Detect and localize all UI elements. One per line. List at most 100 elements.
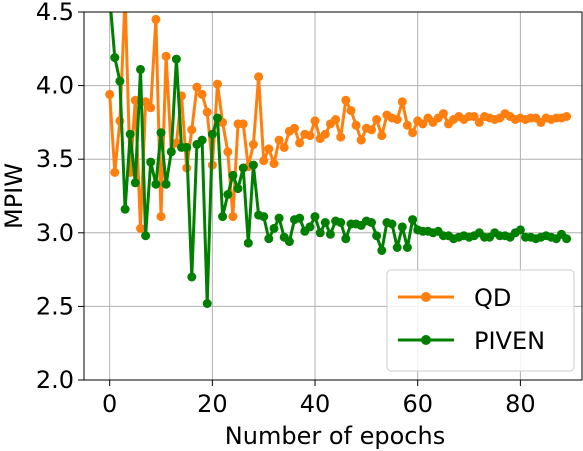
data-point-qd (418, 119, 428, 129)
data-point-qd (105, 89, 115, 99)
data-point-piven (182, 142, 192, 152)
data-point-piven (228, 170, 238, 180)
legend-box (386, 269, 575, 372)
data-point-piven (202, 299, 212, 308)
data-point-piven (156, 128, 166, 138)
data-point-piven (562, 234, 572, 244)
data-point-qd (377, 131, 387, 141)
data-point-piven (315, 228, 325, 238)
data-point-qd (372, 115, 382, 124)
data-point-piven (218, 212, 228, 222)
y-tick-label: 3.0 (36, 219, 74, 247)
plot-frame (83, 11, 583, 381)
data-point-qd (213, 79, 222, 89)
data-point-qd (238, 119, 248, 129)
legend-label-piven: PIVEN (474, 327, 545, 355)
data-point-qd (305, 131, 315, 141)
data-point-qd (402, 120, 412, 130)
data-point-qd (136, 223, 145, 233)
data-point-qd (264, 144, 274, 154)
series-qd (105, 0, 572, 233)
data-point-piven (387, 219, 397, 229)
data-point-qd (351, 120, 361, 130)
data-point-piven (408, 215, 418, 225)
data-point-piven (146, 157, 156, 167)
data-point-piven (197, 135, 207, 145)
data-point-piven (151, 179, 161, 189)
data-point-qd (346, 106, 356, 116)
data-point-piven (392, 243, 402, 252)
data-point-piven (213, 113, 222, 123)
data-point-piven (110, 53, 120, 63)
data-point-piven (115, 76, 125, 86)
data-point-piven (397, 222, 407, 232)
data-point-qd (187, 125, 197, 135)
x-ticks: 0 20 40 60 80 (102, 380, 536, 418)
data-point-qd (469, 112, 479, 121)
data-point-piven (372, 231, 382, 241)
data-point-qd (367, 125, 376, 135)
legend-marker-piven (421, 335, 431, 345)
data-point-qd (110, 167, 120, 177)
data-point-qd (121, 0, 130, 2)
data-point-qd (192, 82, 202, 92)
y-tick-label: 3.5 (36, 145, 74, 173)
x-tick-label: 0 (102, 390, 117, 418)
data-point-qd (156, 212, 166, 222)
data-point-piven (336, 218, 346, 227)
data-point-piven (295, 213, 305, 223)
y-tick-label: 4.5 (36, 0, 74, 26)
data-point-piven (233, 184, 243, 194)
data-point-piven (248, 160, 258, 170)
data-point-piven (515, 225, 525, 235)
data-point-qd (356, 135, 366, 145)
data-point-qd (310, 116, 320, 126)
data-point-piven (120, 204, 130, 214)
data-point-qd (228, 212, 238, 222)
data-point-qd (295, 138, 305, 148)
data-point-piven (264, 234, 274, 244)
data-point-qd (408, 128, 418, 138)
data-point-piven (284, 237, 294, 247)
data-point-qd (197, 89, 207, 99)
data-point-qd (259, 156, 269, 166)
data-point-qd (279, 142, 289, 152)
data-point-piven (171, 54, 181, 64)
data-point-piven (377, 246, 387, 255)
data-point-piven (367, 218, 376, 227)
data-point-qd (141, 97, 151, 107)
data-point-piven (141, 231, 151, 241)
data-point-piven (402, 243, 412, 252)
data-point-qd (223, 147, 233, 157)
data-point-piven (136, 64, 145, 74)
data-point-piven (187, 272, 197, 282)
data-point-qd (438, 109, 448, 119)
data-point-piven (161, 179, 171, 189)
x-tick-label: 20 (197, 390, 228, 418)
data-point-qd (320, 129, 330, 139)
data-point-piven (259, 212, 269, 222)
y-tick-label: 4.0 (36, 72, 74, 100)
data-point-qd (269, 159, 279, 169)
data-point-piven (207, 129, 217, 139)
legend: QD PIVEN (386, 269, 575, 372)
x-tick-label: 60 (402, 390, 433, 418)
data-point-piven (269, 223, 279, 233)
data-point-piven (125, 129, 135, 139)
y-axis-label: MPIW (0, 163, 28, 229)
series-layer (105, 0, 572, 308)
data-point-qd (474, 117, 484, 127)
data-point-piven (130, 178, 140, 188)
y-tick-label: 2.0 (36, 366, 74, 394)
data-point-piven (325, 229, 335, 239)
data-point-qd (146, 103, 156, 113)
data-point-qd (392, 115, 402, 124)
data-point-piven (238, 163, 248, 173)
data-point-qd (254, 72, 264, 82)
x-axis-label: Number of epochs (225, 422, 445, 450)
data-point-qd (562, 112, 572, 121)
data-point-qd (290, 123, 299, 133)
data-point-qd (151, 14, 161, 24)
data-point-qd (248, 140, 258, 149)
data-point-qd (202, 107, 212, 117)
